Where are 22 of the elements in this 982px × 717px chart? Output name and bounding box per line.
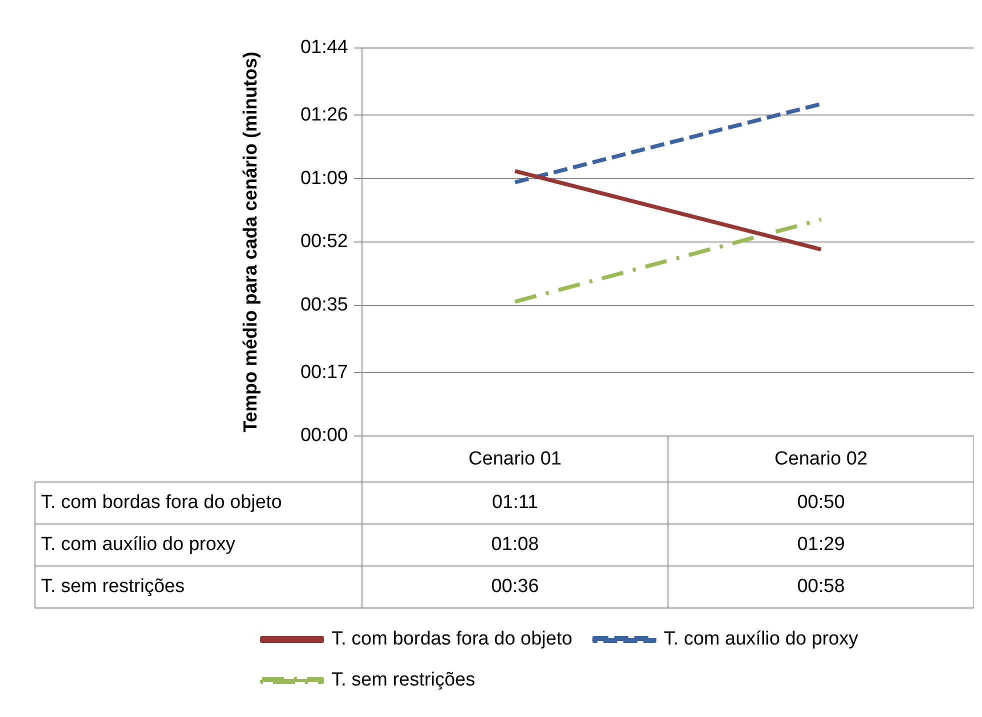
y-tick-label: 00:17 <box>300 362 348 383</box>
x-tick-label: Cenario 02 <box>774 448 868 470</box>
data-label: 00:50 <box>797 492 845 514</box>
y-tick-label: 01:26 <box>300 104 348 126</box>
y-tick-label: 00:52 <box>300 231 348 252</box>
legend-label: T. sem restrições <box>332 670 476 691</box>
text: T. com bordas fora do objeto <box>41 492 282 514</box>
data-label: 01:08 <box>491 534 539 556</box>
data-label: 01:29 <box>797 534 845 556</box>
y-tick-label: 00:00 <box>300 425 348 446</box>
text: T. sem restrições <box>41 576 185 598</box>
data-label: 00:36 <box>491 576 539 598</box>
y-tick-label: 00:35 <box>300 294 348 316</box>
y-tick-label: 01:09 <box>300 168 348 189</box>
data-label: 00:58 <box>797 576 845 598</box>
x-tick-label: Cenario 01 <box>468 448 562 470</box>
data-label: 01:11 <box>492 492 538 514</box>
y-axis-title: Tempo médio para cada cenário (minutos) <box>240 52 262 432</box>
legend-label: T. com bordas fora do objeto <box>332 628 572 650</box>
text: T. com auxílio do proxy <box>41 534 236 556</box>
legend-label: T. com auxílio do proxy <box>664 628 859 650</box>
y-tick-label: 01:44 <box>300 37 348 58</box>
